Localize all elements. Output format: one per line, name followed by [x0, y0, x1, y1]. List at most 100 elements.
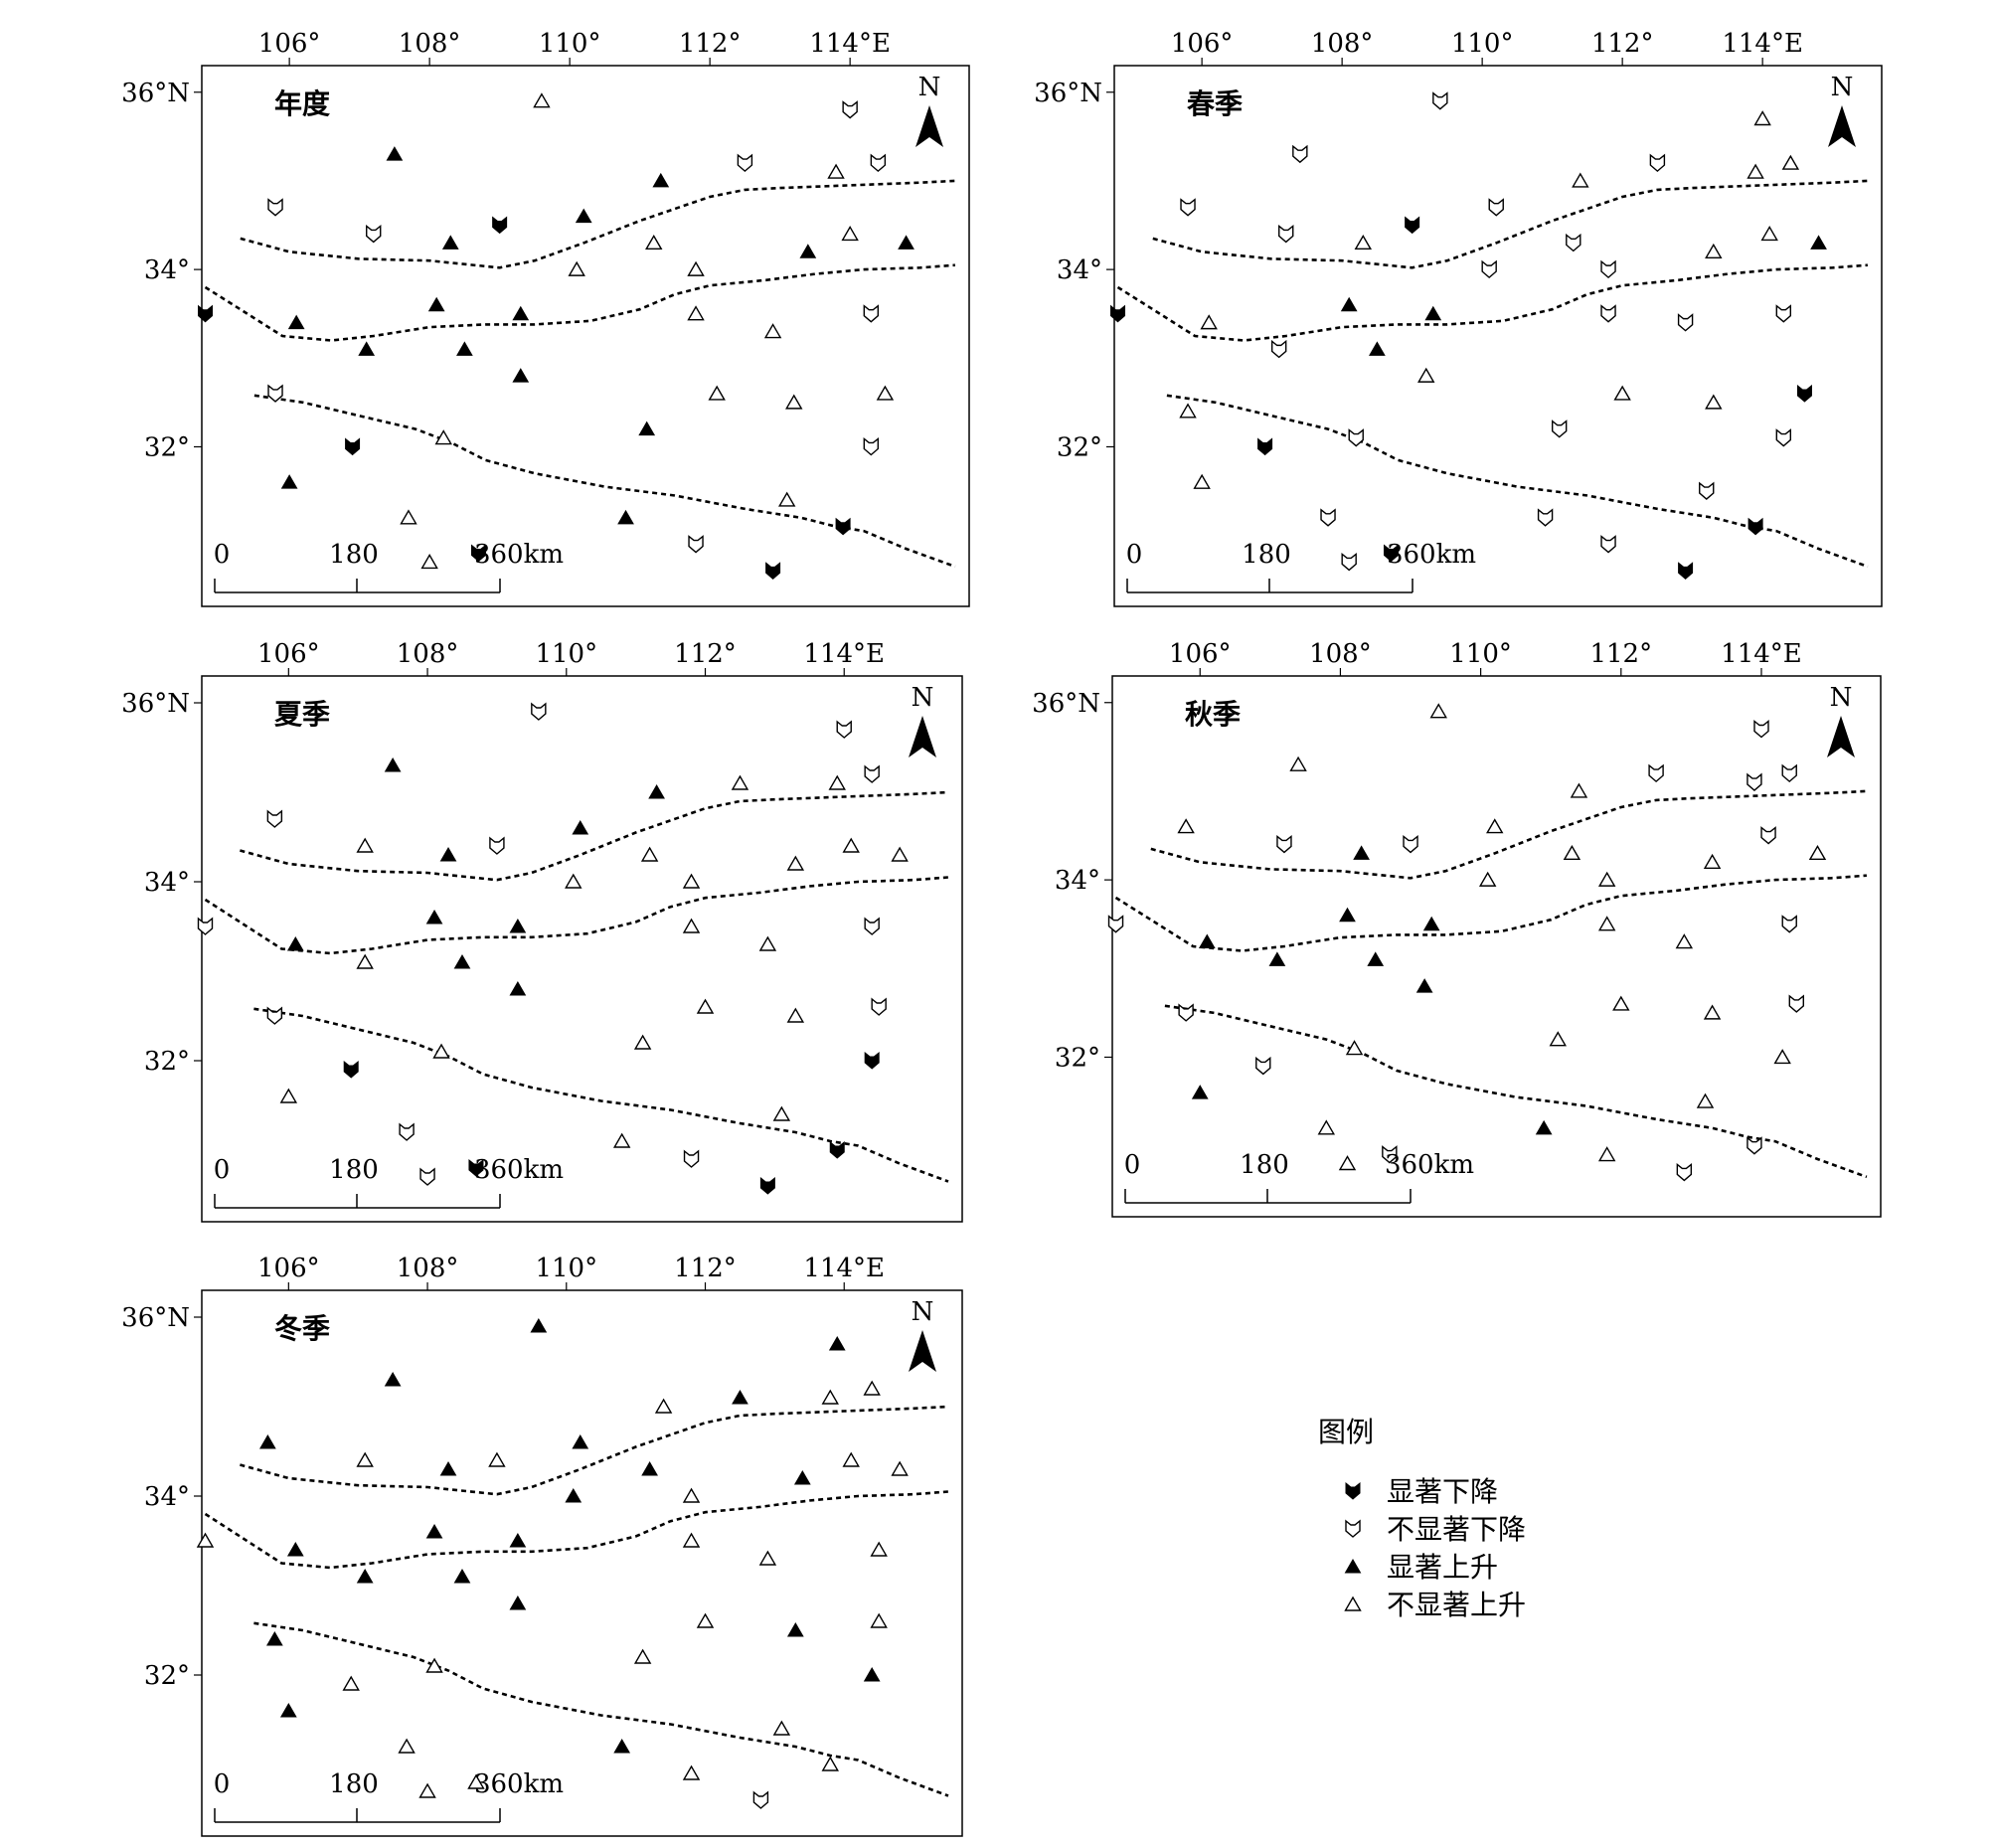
significant-increase-site — [358, 341, 376, 356]
north-arrow-label: N — [1830, 683, 1853, 713]
significant-decrease-site — [864, 1051, 880, 1070]
nonsignificant-increase-site — [785, 394, 803, 410]
nonsignificant-decrease-site — [419, 1167, 435, 1186]
longitude-label: 106° — [1171, 29, 1234, 59]
significant-increase-site — [1367, 951, 1385, 966]
significant-decrease-site — [1678, 562, 1694, 580]
significant-increase-site — [648, 783, 665, 799]
significant-decrease-site — [1747, 517, 1763, 536]
nonsignificant-increase-site — [533, 92, 551, 108]
nonsignificant-decrease-site — [1566, 233, 1581, 252]
nonsignificant-increase-site — [682, 918, 701, 933]
nonsignificant-increase-site — [1612, 995, 1630, 1011]
nonsignificant-decrease-site — [1600, 535, 1616, 554]
significant-decrease-site — [345, 437, 361, 456]
significant-increase-site — [828, 1335, 846, 1351]
scale-label: 0 — [1124, 1150, 1141, 1180]
scale-label: 180 — [329, 1155, 379, 1185]
longitude-label: 114°E — [1721, 639, 1802, 669]
nonsignificant-increase-site — [1808, 844, 1827, 861]
nonsignificant-increase-site — [488, 1451, 506, 1467]
nonsignificant-increase-site — [758, 1550, 777, 1566]
significant-increase-site — [1424, 305, 1442, 321]
nonsignificant-increase-site — [425, 1657, 443, 1673]
nonsignificant-increase-site — [1549, 1031, 1567, 1047]
dashed-boundary-line — [204, 1490, 949, 1570]
north-arrow-icon — [1827, 716, 1855, 757]
nonsignificant-increase-site — [1193, 473, 1211, 489]
nonsignificant-decrease-site — [688, 535, 704, 554]
legend-symbol-significant-decrease-site — [1345, 1481, 1361, 1500]
nonsignificant-increase-site — [1597, 1146, 1616, 1162]
nonsignificant-increase-site — [786, 1007, 805, 1023]
longitude-label: 114°E — [803, 1254, 885, 1283]
nonsignificant-decrease-site — [1600, 304, 1616, 323]
significant-decrease-site — [1405, 216, 1420, 235]
map-panel: 106° 108° 110° 112° 114°E 36°N 34° 32° 春季 N 0 180 36… — [1034, 29, 1883, 607]
longitude-label: 108° — [1311, 29, 1374, 59]
significant-increase-site — [613, 1738, 631, 1754]
nonsignificant-decrease-site — [1178, 1003, 1194, 1022]
nonsignificant-increase-site — [418, 1782, 436, 1798]
nonsignificant-decrease-site — [1180, 198, 1196, 217]
significant-increase-site — [565, 1487, 582, 1503]
nonsignificant-decrease-site — [870, 153, 887, 173]
north-arrow-icon — [915, 105, 943, 147]
scale-label: 360km — [1385, 1150, 1474, 1180]
nonsignificant-decrease-site — [864, 917, 880, 935]
legend-item-label: 显著下降 — [1387, 1475, 1498, 1508]
nonsignificant-increase-site — [196, 1532, 215, 1548]
nonsignificant-decrease-site — [1648, 763, 1664, 783]
nonsignificant-decrease-site — [1781, 915, 1797, 933]
significant-decrease-site — [759, 1176, 775, 1195]
nonsignificant-increase-site — [687, 305, 705, 321]
scale-label: 180 — [1240, 1150, 1289, 1180]
nonsignificant-decrease-site — [1676, 1162, 1693, 1182]
nonsignificant-decrease-site — [1382, 1145, 1398, 1164]
nonsignificant-increase-site — [434, 429, 452, 445]
nonsignificant-increase-site — [1417, 367, 1435, 383]
legend-item-label: 显著上升 — [1387, 1551, 1498, 1584]
nonsignificant-decrease-site — [266, 809, 283, 828]
nonsignificant-increase-site — [565, 873, 582, 889]
significant-increase-site — [572, 1433, 589, 1449]
nonsignificant-increase-site — [891, 1460, 909, 1476]
latitude-label: 34° — [144, 1482, 190, 1512]
latitude-label: 32° — [144, 1047, 190, 1077]
significant-decrease-site — [835, 517, 851, 536]
map-panel: 106° 108° 110° 112° 114°E 36°N 34° 32° 年度 N 0 180 36… — [121, 29, 970, 607]
nonsignificant-increase-site — [758, 935, 777, 951]
nonsignificant-decrease-site — [1746, 772, 1762, 791]
nonsignificant-increase-site — [1338, 1155, 1357, 1171]
nonsignificant-decrease-site — [1537, 508, 1554, 527]
latitude-label: 34° — [144, 255, 190, 285]
nonsignificant-increase-site — [870, 1541, 888, 1557]
significant-increase-site — [1340, 296, 1358, 312]
nonsignificant-increase-site — [682, 873, 701, 889]
nonsignificant-decrease-site — [1292, 144, 1308, 164]
nonsignificant-increase-site — [1597, 871, 1616, 887]
panel-title: 春季 — [1187, 87, 1243, 120]
legend-symbol-nonsignificant-decrease-site — [1345, 1519, 1361, 1538]
significant-increase-site — [384, 1371, 402, 1387]
nonsignificant-increase-site — [842, 837, 860, 853]
nonsignificant-increase-site — [1597, 916, 1616, 931]
nonsignificant-decrease-site — [1677, 313, 1694, 332]
significant-increase-site — [1268, 951, 1286, 966]
nonsignificant-decrease-site — [1255, 1056, 1271, 1076]
nonsignificant-increase-site — [1177, 818, 1195, 834]
scale-label: 180 — [329, 1769, 379, 1799]
nonsignificant-increase-site — [1773, 1049, 1791, 1065]
map-frame — [201, 675, 963, 1223]
nonsignificant-increase-site — [654, 1398, 673, 1414]
scale-label: 0 — [214, 540, 231, 570]
significant-increase-site — [641, 1460, 658, 1476]
significant-increase-site — [572, 819, 589, 835]
longitude-label: 114°E — [1722, 29, 1803, 59]
nonsignificant-decrease-site — [267, 384, 283, 403]
scale-label: 360km — [1387, 540, 1476, 570]
nonsignificant-increase-site — [420, 554, 438, 570]
significant-increase-site — [509, 1532, 527, 1548]
nonsignificant-decrease-site — [1481, 259, 1497, 279]
nonsignificant-decrease-site — [1775, 304, 1791, 323]
